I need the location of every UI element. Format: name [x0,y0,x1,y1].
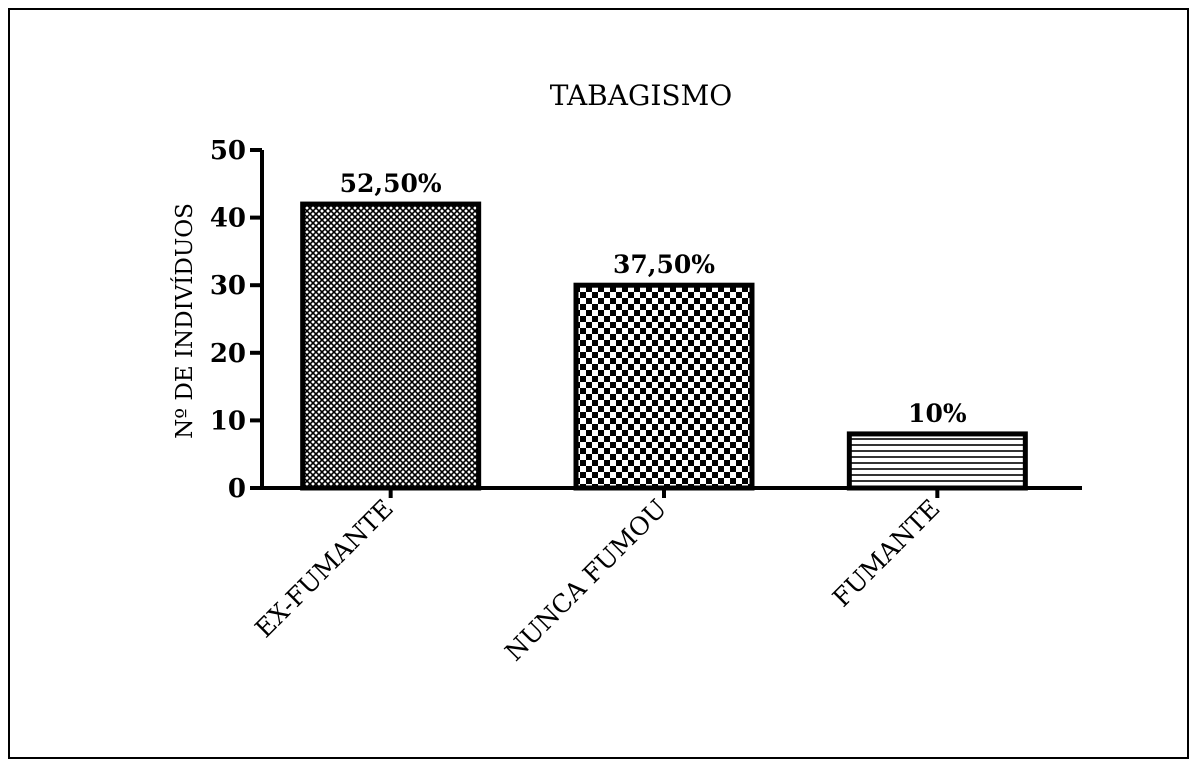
y-tick-label: 10 [210,406,246,436]
x-tick-label: EX-FUMANTE [249,494,399,644]
bar-chart: TABAGISMO Nº DE INDIVÍDUOS 0 10 20 30 40 50 5… [171,79,1082,667]
x-tick-label: FUMANTE [827,494,946,613]
data-label: 10% [908,399,967,428]
y-axis-label: Nº DE INDIVÍDUOS [171,203,198,439]
bar-fumante [846,431,1028,491]
bar-ex-fumante [300,201,482,491]
figure-frame: TABAGISMO Nº DE INDIVÍDUOS 0 10 20 30 40 50 5… [8,8,1189,759]
y-tick-label: 40 [210,204,246,234]
y-tick-label: 0 [228,474,246,504]
x-tick-label: NUNCA FUMOU [499,494,672,667]
y-tick-label: 50 [210,136,246,166]
data-label: 52,50% [340,169,442,198]
chart-title: TABAGISMO [550,79,732,112]
y-tick-label: 30 [210,271,246,301]
bars: 52,50% EX-FUMANTE 37,50% NUNCA FUMOU 10% FUMA… [249,169,1028,667]
data-label: 37,50% [613,250,715,279]
y-tick-label: 20 [210,339,246,369]
bar-nunca-fumou [573,282,755,491]
